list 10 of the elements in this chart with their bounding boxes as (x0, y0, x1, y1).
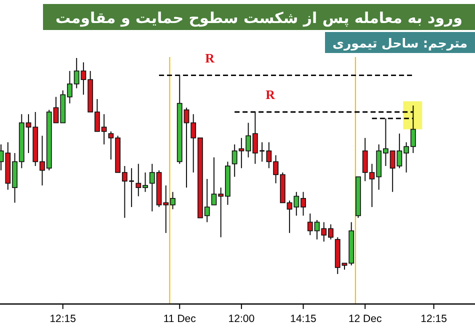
x-tick-label: 12 Dec (348, 313, 382, 325)
chart-subtitle: مترجم: ساحل تیموری (332, 36, 468, 52)
x-tick-label: 11 Dec (163, 313, 196, 325)
chart-title: ورود به معامله پس از شکست سطوح حمایت و مقاومت (56, 9, 462, 27)
annotation: R (266, 87, 276, 102)
annotation: R (205, 50, 216, 66)
x-tick-label: 12:15 (50, 313, 76, 325)
x-tick-label: 14:15 (290, 313, 317, 325)
x-tick-label: 12:00 (228, 313, 255, 325)
x-tick-label: 12:15 (420, 313, 448, 325)
